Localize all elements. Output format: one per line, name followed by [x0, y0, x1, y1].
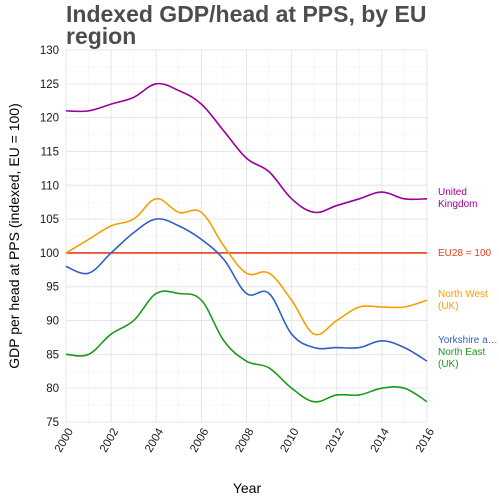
series-lines — [65, 82, 428, 403]
y-tick-label: 75 — [46, 417, 59, 429]
series-line-3 — [65, 218, 428, 362]
chart-title-line-1: Indexed GDP/head at PPS, by EU — [66, 1, 426, 27]
x-axis-ticks: 2000 2002 2004 2006 2008 2010 2012 2014 2016 — [53, 426, 437, 455]
x-axis-title: Year — [233, 480, 262, 496]
series-label-2: (UK) — [438, 301, 459, 312]
y-tick-label: 100 — [40, 248, 59, 260]
chart-title: Indexed GDP/head at PPS, by EU region — [66, 1, 426, 49]
series-line-4 — [65, 290, 428, 403]
chart-title-line-2: region — [66, 23, 136, 49]
x-tick-label: 2008 — [233, 427, 256, 455]
y-tick-label: 105 — [40, 214, 59, 226]
y-tick-label: 110 — [41, 180, 59, 192]
y-tick-label: 85 — [46, 349, 59, 361]
series-label-0: Kingdom — [438, 199, 477, 210]
x-tick-label: 2012 — [324, 427, 347, 455]
series-label-1: EU28 = 100 — [438, 248, 492, 259]
y-tick-label: 125 — [40, 79, 59, 91]
x-tick-label: 2000 — [53, 427, 76, 455]
y-tick-label: 120 — [40, 113, 59, 125]
series-label-2: North West — [438, 289, 488, 300]
y-axis-ticks: 75 80 85 90 95 100 105 110 115 120 125 130 — [40, 45, 59, 429]
y-tick-label: 95 — [46, 282, 59, 294]
series-label-3: Yorkshire a… — [438, 335, 498, 346]
y-tick-label: 90 — [46, 316, 59, 328]
series-label-4: (UK) — [438, 359, 459, 370]
series-line-2 — [65, 197, 428, 336]
series-label-0: United — [438, 187, 467, 198]
series-line-0 — [65, 82, 428, 214]
x-tick-label: 2004 — [143, 426, 166, 455]
series-label-4: North East — [438, 347, 485, 358]
grid — [65, 49, 428, 423]
x-tick-label: 2014 — [369, 426, 392, 455]
y-axis-title: GDP per head at PPS (indexed, EU = 100) — [6, 103, 22, 369]
x-tick-label: 2002 — [98, 427, 121, 455]
x-tick-label: 2016 — [414, 427, 437, 455]
y-tick-label: 115 — [41, 146, 59, 158]
y-tick-label: 80 — [46, 383, 59, 395]
x-tick-label: 2010 — [278, 427, 301, 455]
y-tick-label: 130 — [40, 45, 59, 57]
x-tick-label: 2006 — [188, 427, 211, 455]
